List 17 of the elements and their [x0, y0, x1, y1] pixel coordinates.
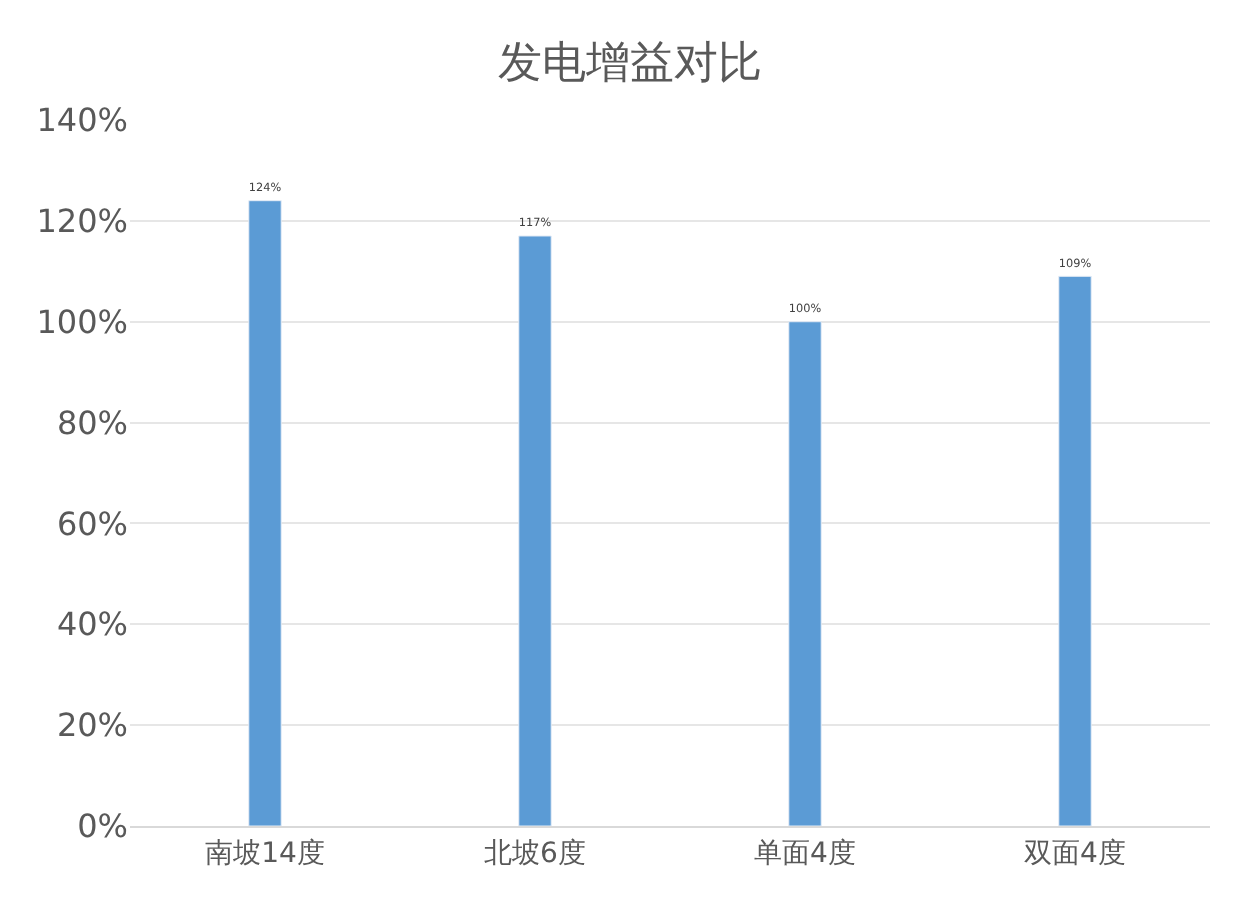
y-tick-label: 0%: [77, 807, 128, 846]
bar: [1058, 275, 1092, 826]
bar: [788, 321, 822, 826]
y-tick-label: 20%: [56, 706, 128, 745]
x-tick-label: 单面4度: [754, 837, 856, 870]
x-tick-label: 南坡14度: [205, 837, 325, 870]
x-tick-label: 双面4度: [1024, 837, 1126, 870]
y-tick-label: 40%: [56, 605, 128, 644]
bar: [518, 235, 552, 826]
y-tick-label: 120%: [36, 202, 128, 241]
y-tick-label: 60%: [56, 504, 128, 543]
y-tick-label: 140%: [36, 101, 128, 140]
y-tick-label: 80%: [56, 403, 128, 442]
x-tick-label: 北坡6度: [484, 837, 586, 870]
bar: [248, 200, 282, 826]
chart-title: 发电增益对比: [498, 38, 762, 89]
y-tick-label: 100%: [36, 302, 128, 341]
